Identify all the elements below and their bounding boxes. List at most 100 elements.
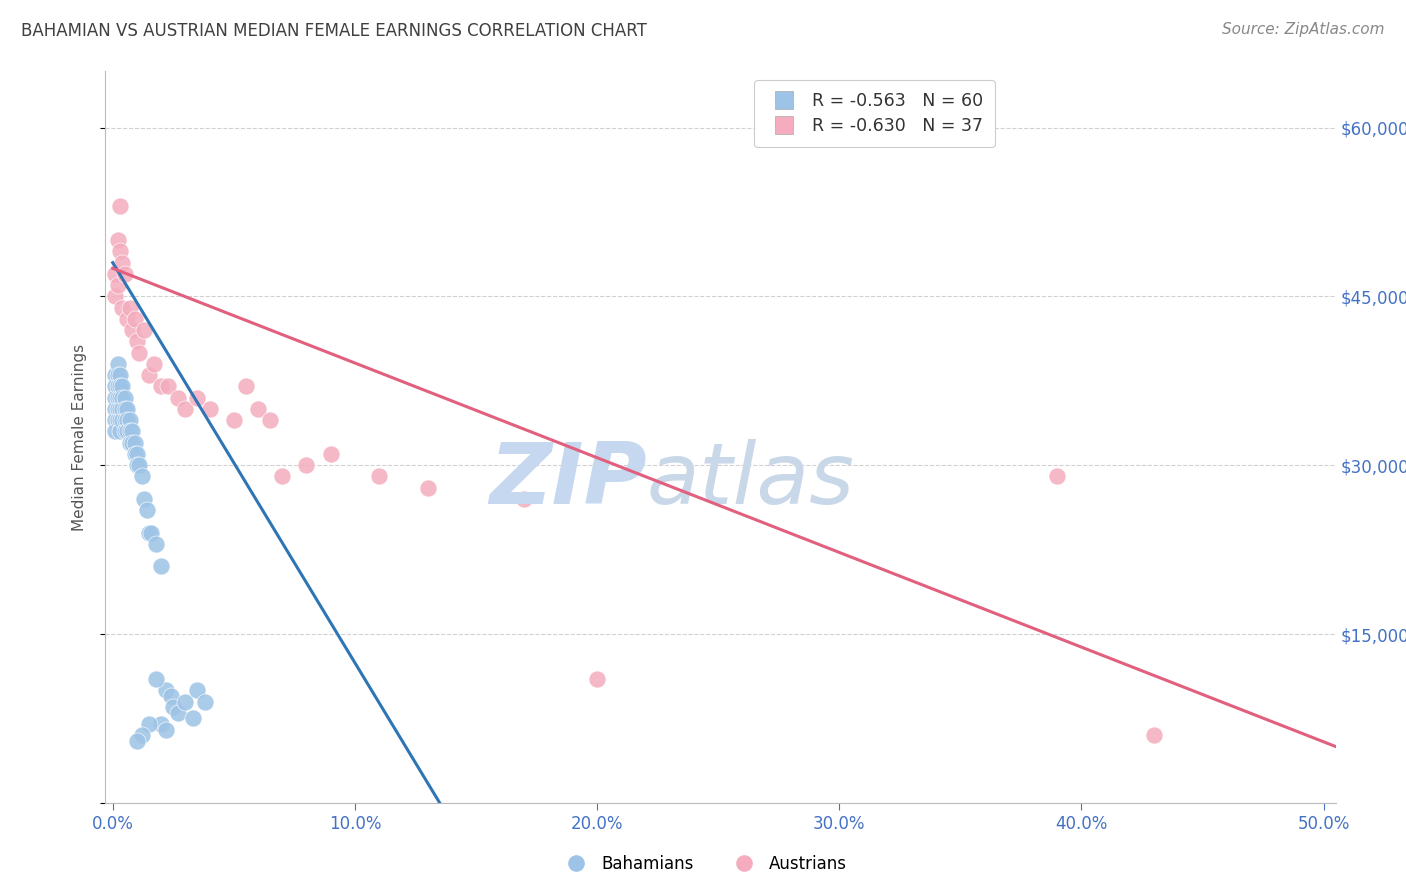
Text: BAHAMIAN VS AUSTRIAN MEDIAN FEMALE EARNINGS CORRELATION CHART: BAHAMIAN VS AUSTRIAN MEDIAN FEMALE EARNI… (21, 22, 647, 40)
Point (186, 391, 208, 405)
Point (124, 435, 146, 450)
Point (174, 401, 197, 416)
Point (108, 368, 131, 383)
Point (111, 401, 134, 416)
Legend: Bahamians, Austrians: Bahamians, Austrians (553, 848, 853, 880)
Point (181, 711, 204, 725)
Point (319, 447, 342, 461)
Point (416, 481, 439, 495)
Point (271, 469, 294, 483)
Point (150, 717, 173, 731)
Point (117, 401, 139, 416)
Point (108, 413, 131, 427)
Point (108, 379, 131, 393)
Point (104, 379, 127, 393)
Point (107, 368, 129, 383)
Point (138, 525, 160, 540)
Point (117, 413, 139, 427)
Point (114, 413, 136, 427)
Legend: R = -0.563   N = 60, R = -0.630   N = 37: R = -0.563 N = 60, R = -0.630 N = 37 (754, 80, 995, 147)
Point (108, 401, 131, 416)
Point (111, 413, 134, 427)
Point (121, 323, 143, 337)
Point (124, 312, 146, 326)
Point (125, 447, 148, 461)
Point (128, 345, 150, 359)
Point (194, 694, 217, 708)
Point (295, 458, 318, 473)
Point (107, 391, 129, 405)
Point (167, 706, 190, 720)
Point (135, 503, 157, 517)
Point (117, 425, 139, 439)
Point (150, 379, 173, 393)
Point (259, 413, 281, 427)
Point (145, 537, 167, 551)
Point (104, 413, 127, 427)
Point (121, 435, 143, 450)
Point (150, 559, 173, 574)
Point (118, 413, 141, 427)
Y-axis label: Median Female Earnings: Median Female Earnings (72, 343, 87, 531)
Point (118, 435, 141, 450)
Point (145, 672, 167, 686)
Point (222, 413, 245, 427)
Point (134, 323, 156, 337)
Point (125, 734, 148, 748)
Point (1046, 469, 1069, 483)
Point (111, 391, 134, 405)
Point (111, 379, 134, 393)
Point (114, 401, 136, 416)
Point (247, 401, 270, 416)
Point (138, 717, 160, 731)
Point (125, 334, 148, 349)
Point (104, 368, 127, 383)
Point (157, 379, 180, 393)
Point (108, 199, 131, 213)
Point (186, 683, 208, 698)
Point (160, 689, 183, 703)
Point (107, 278, 129, 293)
Point (111, 301, 134, 315)
Point (107, 401, 129, 416)
Point (104, 267, 127, 281)
Point (108, 425, 131, 439)
Point (174, 694, 197, 708)
Text: Source: ZipAtlas.com: Source: ZipAtlas.com (1222, 22, 1385, 37)
Point (138, 368, 160, 383)
Point (107, 233, 129, 247)
Point (114, 425, 136, 439)
Point (198, 401, 221, 416)
Point (235, 379, 257, 393)
Point (107, 357, 129, 371)
Point (162, 700, 184, 714)
Point (124, 447, 146, 461)
Point (108, 391, 131, 405)
Point (1143, 728, 1166, 742)
Point (104, 425, 127, 439)
Point (121, 425, 143, 439)
Point (125, 458, 148, 473)
Point (114, 391, 136, 405)
Point (108, 244, 131, 259)
Point (131, 728, 153, 742)
Point (586, 672, 609, 686)
Point (114, 267, 136, 281)
Point (111, 255, 134, 269)
Point (368, 469, 391, 483)
Point (131, 469, 153, 483)
Point (104, 289, 127, 303)
Point (141, 525, 163, 540)
Point (142, 357, 165, 371)
Text: ZIP: ZIP (489, 440, 647, 523)
Point (104, 401, 127, 416)
Point (107, 413, 129, 427)
Point (155, 683, 177, 698)
Point (104, 391, 127, 405)
Point (155, 723, 177, 737)
Text: atlas: atlas (647, 440, 855, 523)
Point (513, 491, 536, 506)
Point (118, 301, 141, 315)
Point (118, 425, 141, 439)
Point (117, 312, 139, 326)
